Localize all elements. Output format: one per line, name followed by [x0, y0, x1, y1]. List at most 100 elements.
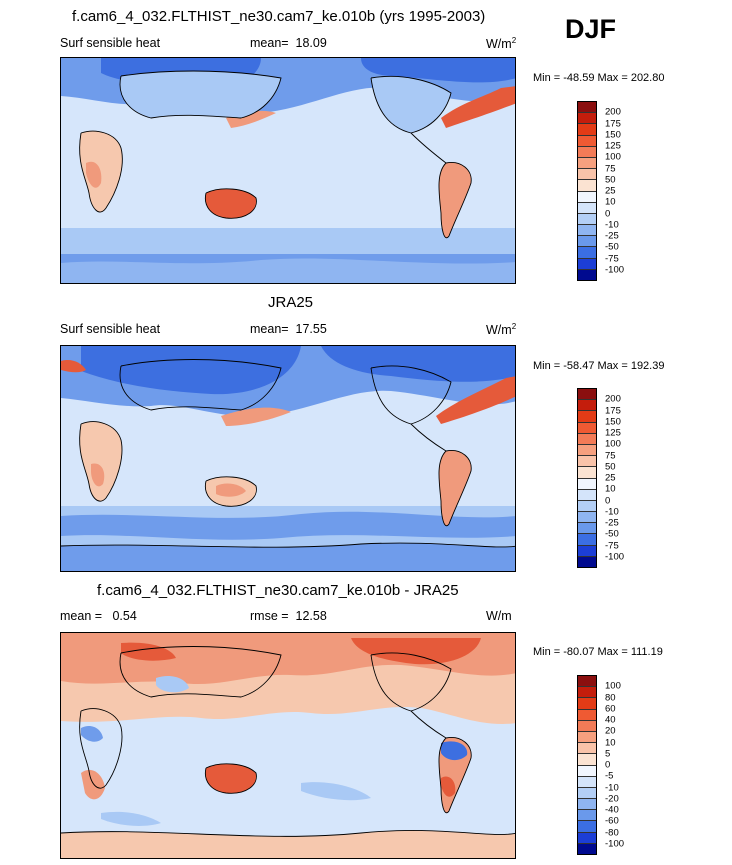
colorbar-segment — [578, 433, 596, 445]
colorbar-segment — [578, 124, 596, 136]
panel2-mean: mean= 17.55 — [250, 322, 327, 336]
panel3-units: W/m — [486, 609, 512, 623]
colorbar-tick-label: 5 — [605, 748, 611, 760]
colorbar-segment — [578, 444, 596, 457]
panel1-minmax: Min = -48.59 Max = 202.80 — [533, 72, 665, 84]
colorbar-segment — [578, 843, 596, 854]
colorbar-tick-label: 100 — [605, 680, 621, 692]
colorbar-tick-label: -100 — [605, 838, 625, 850]
panel3-rmse-label: rmse = — [250, 609, 289, 623]
colorbar-tick-label: -100 — [605, 264, 625, 276]
colorbar-segment — [578, 556, 596, 567]
panel2-minmax: Min = -58.47 Max = 192.39 — [533, 360, 665, 372]
colorbar-tick-label: 0 — [605, 759, 611, 771]
colorbar-segment — [578, 676, 596, 688]
season-label: DJF — [565, 14, 617, 44]
panel1-colorbar — [577, 101, 597, 281]
colorbar-tick-label: 175 — [605, 405, 621, 416]
colorbar-segment — [578, 135, 596, 147]
colorbar-tick-label: -75 — [605, 253, 619, 264]
colorbar-segment — [578, 113, 596, 125]
colorbar-segment — [578, 400, 596, 412]
panel3-minmax: Min = -80.07 Max = 111.19 — [533, 646, 663, 658]
panel2-colorbar — [577, 388, 597, 568]
colorbar-tick-label: 40 — [605, 714, 616, 726]
colorbar-segment — [578, 225, 596, 237]
colorbar-tick-label: -100 — [605, 551, 625, 563]
panel3-rmse-value: 12.58 — [295, 609, 327, 623]
colorbar-tick-label: 25 — [605, 472, 616, 484]
colorbar-segment — [578, 258, 596, 270]
panel1-units-text: W/m — [486, 37, 512, 52]
colorbar-tick-label: 75 — [605, 450, 616, 461]
colorbar-segment — [578, 832, 596, 844]
panel1-mean-label: mean= — [250, 36, 289, 50]
colorbar-segment — [578, 821, 596, 833]
colorbar-segment — [578, 731, 596, 744]
colorbar-segment — [578, 512, 596, 524]
panel2-units-exp: 2 — [511, 322, 517, 331]
colorbar-segment — [578, 180, 596, 192]
colorbar-tick-label: 150 — [605, 416, 621, 428]
colorbar-tick-label: -75 — [605, 540, 619, 551]
panel3-mean-value: 0.54 — [112, 609, 137, 623]
colorbar-segment — [578, 545, 596, 557]
colorbar-tick-label: 10 — [605, 483, 616, 495]
colorbar-tick-label: 0 — [605, 495, 611, 506]
colorbar-segment — [578, 810, 596, 822]
colorbar-segment — [578, 754, 596, 766]
panel2-units-text: W/m — [486, 323, 512, 338]
panel1-units-exp: 2 — [511, 36, 517, 45]
colorbar-tick-label: 175 — [605, 118, 621, 129]
panel1-mean: mean= 18.09 — [250, 36, 327, 50]
colorbar-segment — [578, 389, 596, 401]
colorbar-segment — [578, 102, 596, 114]
colorbar-tick-label: -25 — [605, 230, 619, 242]
colorbar-segment — [578, 146, 596, 158]
colorbar-tick-label: 20 — [605, 725, 616, 737]
panel2-title: JRA25 — [268, 294, 314, 311]
colorbar-segment — [578, 247, 596, 259]
panel3-mean: mean = 0.54 — [60, 609, 137, 623]
colorbar-tick-label: -10 — [605, 506, 619, 518]
colorbar-segment — [578, 478, 596, 490]
colorbar-segment — [578, 269, 596, 280]
colorbar-segment — [578, 765, 596, 777]
colorbar-segment — [578, 157, 596, 170]
colorbar-tick-label: -20 — [605, 793, 619, 805]
colorbar-segment — [578, 709, 596, 721]
panel3-rmse: rmse = 12.58 — [250, 609, 327, 623]
panel1-title: f.cam6_4_032.FLTHIST_ne30.cam7_ke.010b (… — [72, 8, 486, 25]
colorbar-tick-label: -50 — [605, 241, 619, 253]
colorbar-segment — [578, 687, 596, 699]
colorbar-segment — [578, 169, 596, 181]
panel2-map — [60, 345, 516, 572]
colorbar-tick-label: 25 — [605, 185, 616, 197]
panel1-variable-label: Surf sensible heat — [60, 36, 161, 50]
panel3-colorbar — [577, 675, 597, 855]
colorbar-tick-label: -60 — [605, 815, 619, 827]
colorbar-segment — [578, 787, 596, 800]
colorbar-tick-label: 60 — [605, 703, 616, 715]
colorbar-segment — [578, 720, 596, 732]
colorbar-segment — [578, 776, 596, 788]
colorbar-tick-label: 100 — [605, 438, 621, 450]
colorbar-tick-label: -80 — [605, 827, 619, 838]
colorbar-segment — [578, 799, 596, 811]
colorbar-tick-label: -10 — [605, 219, 619, 231]
colorbar-tick-label: 10 — [605, 737, 616, 748]
colorbar-segment — [578, 422, 596, 434]
panel2-mean-value: 17.55 — [295, 322, 327, 336]
colorbar-tick-label: -25 — [605, 517, 619, 529]
panel3-map — [60, 632, 516, 859]
colorbar-segment — [578, 534, 596, 546]
colorbar-segment — [578, 191, 596, 203]
colorbar-tick-label: -10 — [605, 782, 619, 793]
panel2-mean-label: mean= — [250, 322, 289, 336]
colorbar-segment — [578, 236, 596, 248]
panel3-title: f.cam6_4_032.FLTHIST_ne30.cam7_ke.010b -… — [97, 582, 459, 599]
colorbar-tick-label: 200 — [605, 393, 621, 405]
panel1-map — [60, 57, 516, 284]
panel1-mean-value: 18.09 — [295, 36, 327, 50]
colorbar-segment — [578, 698, 596, 710]
